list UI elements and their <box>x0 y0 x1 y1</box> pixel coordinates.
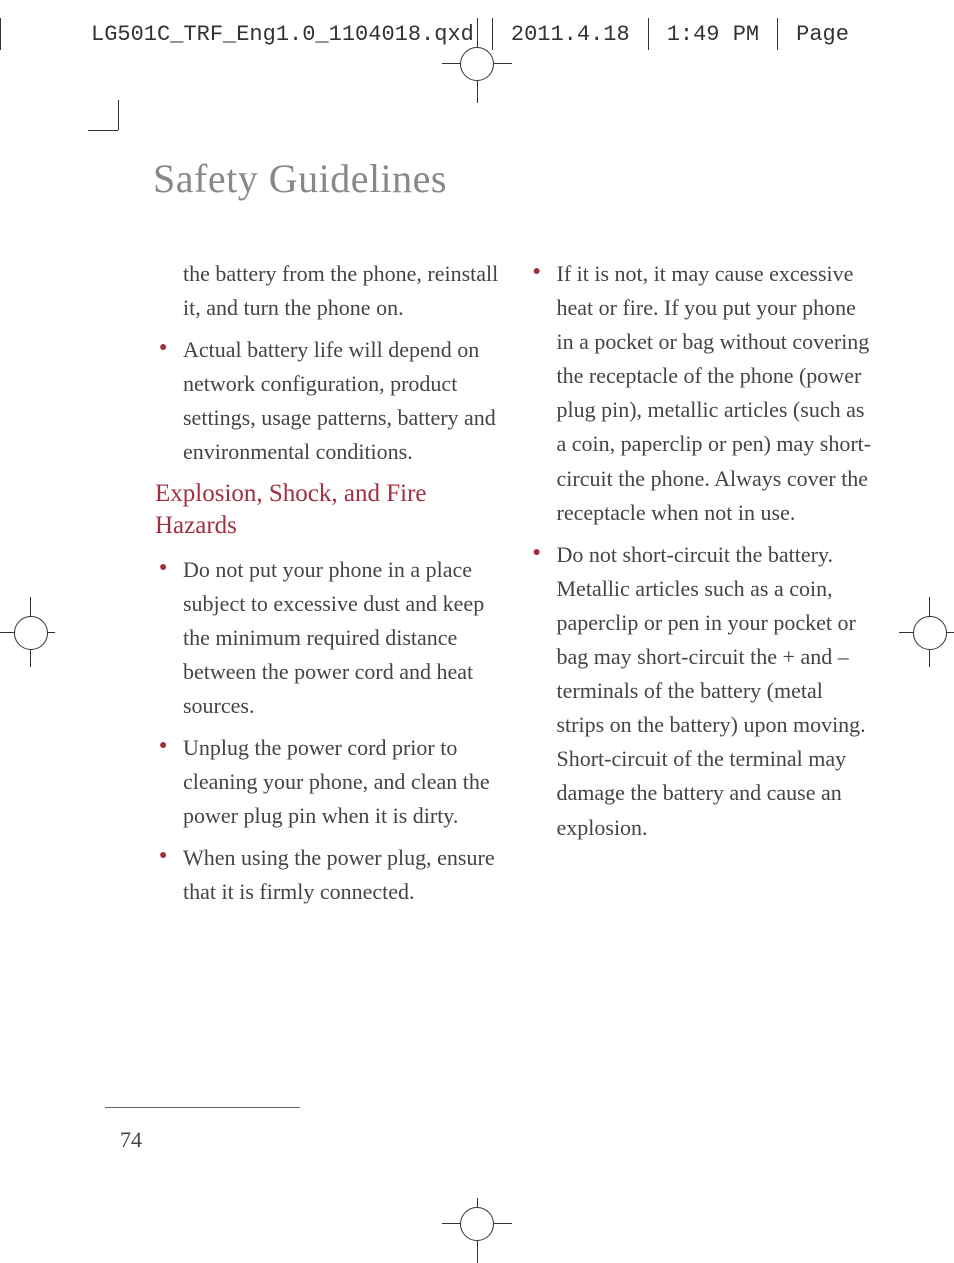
header-date: 2011.4.18 <box>493 18 648 50</box>
list-item: Do not short-circuit the battery. Metall… <box>529 538 875 845</box>
list-item: Actual battery life will depend on netwo… <box>155 333 501 469</box>
column-left: the battery from the phone, reinstall it… <box>155 257 501 918</box>
crop-mark-icon <box>118 100 119 130</box>
continuation-text: the battery from the phone, reinstall it… <box>183 257 501 325</box>
page-title: Safety Guidelines <box>153 155 874 202</box>
text-columns: the battery from the phone, reinstall it… <box>155 257 874 918</box>
registration-mark-bottom-icon <box>442 1198 512 1263</box>
page-content: Safety Guidelines the battery from the p… <box>155 155 874 918</box>
header-filename: LG501C_TRF_Eng1.0_1104018.qxd <box>0 18 493 50</box>
list-item: Unplug the power cord prior to cleaning … <box>155 731 501 833</box>
crop-mark-icon <box>88 130 118 131</box>
registration-mark-right-icon <box>899 597 954 667</box>
section-heading: Explosion, Shock, and Fire Hazards <box>155 478 501 543</box>
registration-mark-top-icon <box>442 18 512 103</box>
list-item: If it is not, it may cause excessive hea… <box>529 257 875 530</box>
list-item: When using the power plug, ensure that i… <box>155 841 501 909</box>
header-page-label: Page <box>778 18 867 50</box>
registration-mark-left-icon <box>0 597 55 667</box>
page-number: 74 <box>120 1127 142 1153</box>
footer-rule <box>105 1107 300 1108</box>
column-right: If it is not, it may cause excessive hea… <box>529 257 875 918</box>
header-time: 1:49 PM <box>648 18 778 50</box>
list-item: Do not put your phone in a place subject… <box>155 553 501 723</box>
